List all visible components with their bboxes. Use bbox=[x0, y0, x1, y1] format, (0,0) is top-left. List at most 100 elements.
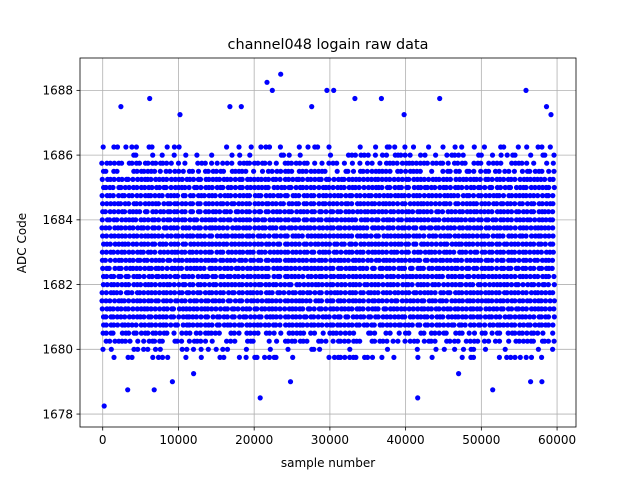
data-point bbox=[243, 346, 249, 352]
data-point bbox=[505, 330, 511, 336]
data-point bbox=[459, 330, 465, 336]
data-point bbox=[504, 354, 510, 360]
data-point bbox=[248, 282, 254, 288]
data-point bbox=[277, 314, 283, 320]
data-point bbox=[229, 249, 235, 255]
data-point bbox=[364, 354, 371, 360]
data-point bbox=[384, 314, 390, 320]
data-point bbox=[164, 298, 170, 304]
data-point bbox=[194, 217, 200, 223]
data-point bbox=[349, 201, 355, 207]
data-point bbox=[303, 168, 309, 174]
data-point bbox=[350, 314, 356, 320]
data-point bbox=[167, 209, 173, 215]
data-point bbox=[500, 249, 507, 255]
data-point bbox=[202, 338, 209, 344]
data-point bbox=[265, 184, 271, 191]
data-point bbox=[471, 290, 477, 296]
data-point bbox=[293, 314, 299, 320]
data-point bbox=[337, 314, 343, 320]
data-point bbox=[217, 354, 223, 360]
data-point bbox=[527, 298, 533, 304]
data-point bbox=[444, 241, 450, 247]
data-point bbox=[405, 184, 411, 191]
data-point bbox=[198, 249, 204, 255]
data-point bbox=[407, 152, 413, 158]
data-point bbox=[452, 209, 458, 215]
data-point bbox=[327, 152, 334, 158]
data-point bbox=[504, 290, 510, 296]
data-point bbox=[130, 306, 136, 312]
data-point bbox=[198, 346, 204, 352]
data-point bbox=[411, 298, 417, 304]
data-point bbox=[349, 233, 355, 239]
data-point bbox=[482, 314, 488, 320]
data-point bbox=[240, 265, 246, 271]
data-point bbox=[428, 306, 434, 312]
data-point bbox=[528, 354, 535, 360]
data-point bbox=[318, 298, 325, 304]
data-point bbox=[231, 290, 237, 296]
data-point bbox=[316, 201, 322, 207]
data-point bbox=[430, 160, 436, 166]
data-point bbox=[255, 160, 261, 166]
data-point bbox=[284, 193, 290, 199]
data-point bbox=[103, 298, 109, 304]
data-point bbox=[209, 322, 215, 328]
data-point bbox=[134, 193, 140, 199]
data-point bbox=[266, 241, 272, 247]
data-point bbox=[460, 209, 466, 215]
data-point bbox=[290, 330, 296, 336]
data-point bbox=[463, 338, 469, 344]
data-point bbox=[258, 314, 264, 320]
data-point bbox=[482, 330, 488, 336]
data-point bbox=[432, 330, 438, 336]
data-point bbox=[334, 217, 340, 223]
data-point bbox=[345, 314, 351, 320]
data-point bbox=[111, 176, 117, 182]
data-point bbox=[297, 282, 303, 288]
data-point bbox=[152, 249, 158, 255]
data-point bbox=[342, 225, 348, 231]
data-point bbox=[360, 306, 366, 312]
data-point bbox=[311, 322, 317, 328]
data-point bbox=[304, 322, 310, 328]
data-point bbox=[375, 217, 381, 223]
data-point bbox=[517, 217, 523, 223]
data-point bbox=[401, 193, 408, 199]
data-point bbox=[278, 330, 284, 336]
data-point bbox=[307, 290, 313, 296]
data-points bbox=[99, 71, 558, 409]
data-point bbox=[227, 209, 233, 215]
data-point bbox=[259, 201, 265, 207]
data-point bbox=[372, 330, 378, 336]
data-point bbox=[213, 290, 219, 296]
data-point bbox=[482, 201, 488, 207]
data-point bbox=[282, 184, 288, 191]
data-point bbox=[194, 265, 200, 271]
data-point bbox=[176, 282, 182, 288]
data-point bbox=[360, 265, 366, 271]
data-point bbox=[513, 184, 520, 191]
data-point bbox=[258, 322, 264, 328]
data-point bbox=[190, 290, 196, 296]
data-point bbox=[356, 184, 362, 191]
data-point bbox=[550, 160, 556, 166]
data-point bbox=[258, 193, 264, 199]
data-point bbox=[515, 144, 521, 150]
data-point bbox=[243, 257, 249, 263]
data-point bbox=[504, 152, 510, 158]
data-point bbox=[135, 338, 141, 344]
data-point bbox=[436, 306, 442, 312]
data-point bbox=[502, 168, 508, 174]
data-point bbox=[201, 265, 207, 271]
data-point bbox=[380, 314, 386, 320]
data-point bbox=[231, 201, 237, 207]
data-point bbox=[254, 306, 260, 312]
data-point bbox=[155, 201, 162, 207]
data-point bbox=[375, 282, 381, 288]
data-point bbox=[258, 257, 264, 263]
data-point bbox=[238, 104, 244, 110]
data-point bbox=[334, 282, 341, 288]
data-point bbox=[174, 225, 180, 231]
